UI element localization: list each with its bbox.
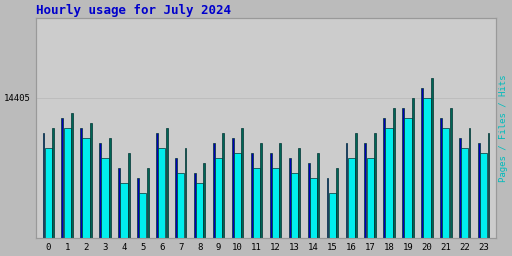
Bar: [421, 88, 423, 256]
Bar: [82, 138, 90, 256]
Bar: [118, 168, 120, 256]
Bar: [468, 128, 471, 256]
Bar: [99, 143, 101, 256]
Bar: [374, 133, 376, 256]
Bar: [279, 143, 281, 256]
Bar: [253, 168, 260, 256]
Bar: [203, 163, 205, 256]
Bar: [289, 158, 291, 256]
Bar: [222, 133, 224, 256]
Bar: [45, 148, 52, 256]
Bar: [291, 173, 298, 256]
Bar: [431, 78, 433, 256]
Bar: [232, 138, 234, 256]
Bar: [442, 128, 450, 256]
Bar: [127, 153, 130, 256]
Bar: [42, 133, 45, 256]
Bar: [317, 153, 319, 256]
Bar: [196, 183, 203, 256]
Bar: [336, 168, 338, 256]
Bar: [386, 128, 393, 256]
Bar: [404, 118, 412, 256]
Bar: [367, 158, 374, 256]
Bar: [348, 158, 355, 256]
Bar: [308, 163, 310, 256]
Bar: [478, 143, 480, 256]
Bar: [234, 153, 241, 256]
Bar: [251, 153, 253, 256]
Bar: [184, 148, 186, 256]
Bar: [393, 108, 395, 256]
Bar: [61, 118, 63, 256]
Text: Hourly usage for July 2024: Hourly usage for July 2024: [36, 4, 231, 17]
Bar: [80, 128, 82, 256]
Bar: [213, 143, 215, 256]
Bar: [139, 193, 146, 256]
Bar: [440, 118, 442, 256]
Bar: [327, 178, 329, 256]
Bar: [329, 193, 336, 256]
Bar: [194, 173, 196, 256]
Bar: [459, 138, 461, 256]
Bar: [272, 168, 279, 256]
Bar: [346, 143, 348, 256]
Bar: [146, 168, 148, 256]
Bar: [156, 133, 158, 256]
Bar: [241, 128, 243, 256]
Bar: [270, 153, 272, 256]
Bar: [158, 148, 165, 256]
Bar: [63, 128, 71, 256]
Bar: [461, 148, 468, 256]
Bar: [101, 158, 109, 256]
Bar: [120, 183, 127, 256]
Bar: [52, 128, 54, 256]
Bar: [215, 158, 222, 256]
Bar: [310, 178, 317, 256]
Bar: [71, 113, 73, 256]
Bar: [383, 118, 385, 256]
Bar: [298, 148, 300, 256]
Bar: [90, 123, 92, 256]
Bar: [165, 128, 167, 256]
Bar: [177, 173, 184, 256]
Y-axis label: Pages / Files / Hits: Pages / Files / Hits: [499, 74, 508, 182]
Bar: [260, 143, 262, 256]
Bar: [175, 158, 177, 256]
Bar: [355, 133, 357, 256]
Bar: [480, 153, 487, 256]
Bar: [402, 108, 404, 256]
Bar: [487, 133, 489, 256]
Bar: [450, 108, 452, 256]
Bar: [137, 178, 139, 256]
Bar: [412, 98, 414, 256]
Bar: [109, 138, 111, 256]
Bar: [423, 98, 431, 256]
Bar: [365, 143, 367, 256]
